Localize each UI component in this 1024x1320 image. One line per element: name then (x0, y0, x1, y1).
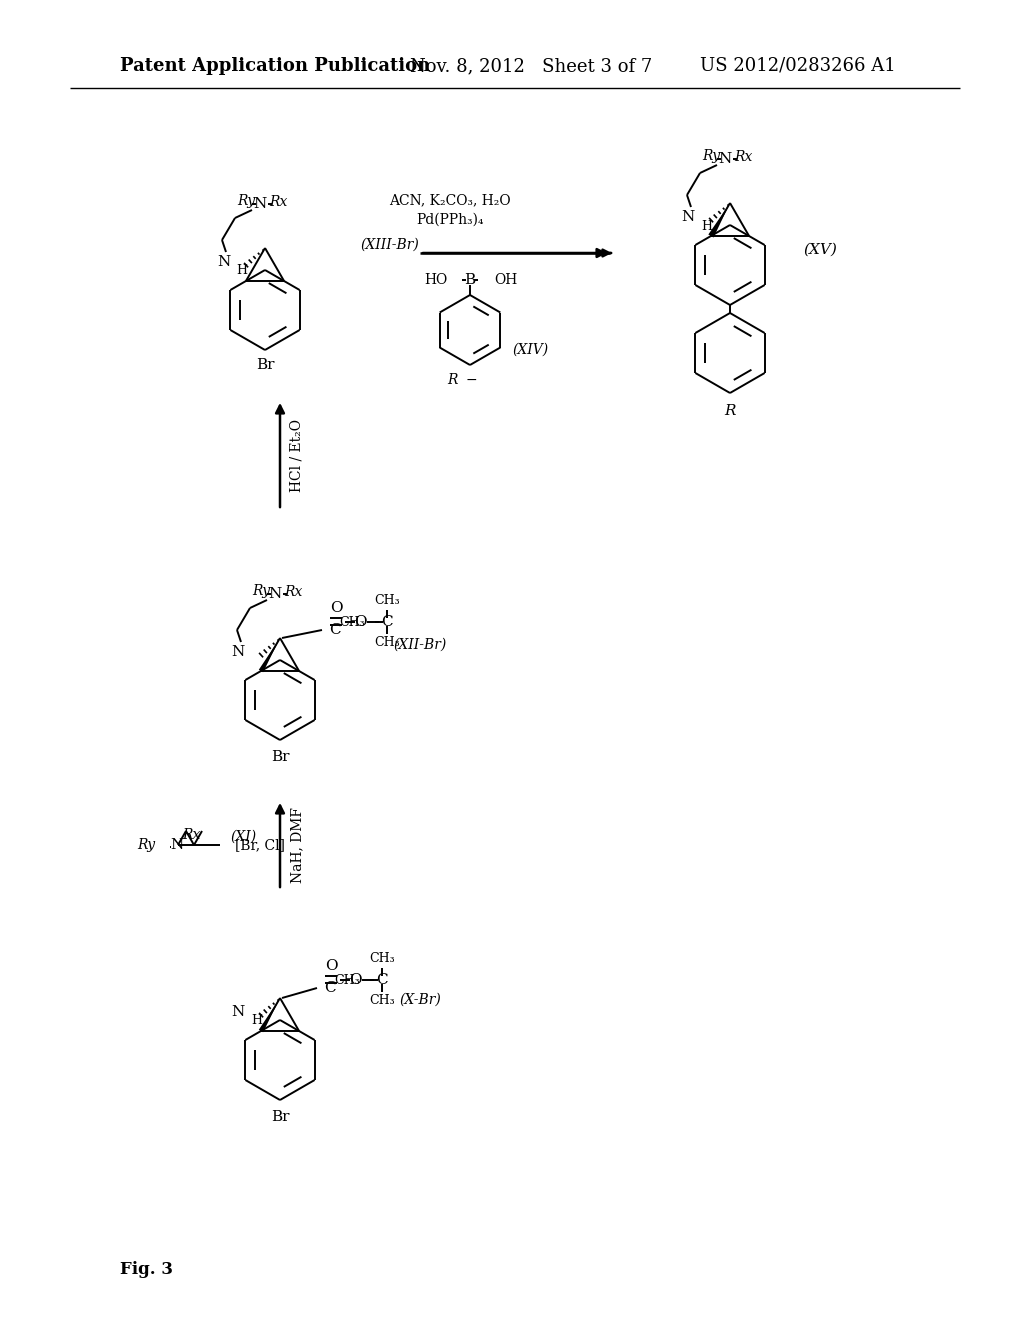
Text: Br: Br (270, 1110, 289, 1125)
Text: N: N (170, 838, 183, 851)
Text: H: H (251, 1015, 262, 1027)
Text: (XII-Br): (XII-Br) (393, 638, 446, 652)
Text: O: O (349, 973, 361, 987)
Polygon shape (259, 998, 280, 1032)
Text: H: H (701, 219, 712, 232)
Text: N: N (231, 1005, 245, 1019)
Text: N: N (253, 197, 266, 211)
Text: Ry: Ry (237, 194, 255, 209)
Text: N: N (268, 587, 282, 601)
Text: N: N (719, 152, 731, 166)
Text: C: C (329, 623, 341, 638)
Text: Pd(PPh₃)₄: Pd(PPh₃)₄ (416, 213, 483, 227)
Text: N: N (231, 645, 245, 659)
Text: (XIII-Br): (XIII-Br) (360, 238, 419, 252)
Text: HCl / Et₂O: HCl / Et₂O (290, 418, 304, 491)
Text: NaH, DMF: NaH, DMF (290, 807, 304, 883)
Text: CH₃: CH₃ (374, 635, 399, 648)
Text: Ry: Ry (701, 149, 720, 162)
Text: O: O (353, 615, 367, 630)
Text: Ry: Ry (137, 838, 155, 851)
Text: Rx: Rx (284, 585, 302, 599)
Text: H: H (236, 264, 247, 277)
Text: CH₃: CH₃ (374, 594, 399, 606)
Text: N: N (217, 255, 230, 269)
Text: HO: HO (425, 273, 449, 286)
Polygon shape (259, 638, 280, 672)
Text: [Br, Cl]: [Br, Cl] (234, 838, 285, 851)
Text: C: C (381, 615, 393, 630)
Text: (XV): (XV) (803, 243, 837, 257)
Text: −: − (466, 374, 477, 387)
Text: CH₃: CH₃ (370, 994, 395, 1006)
Text: OH: OH (494, 273, 517, 286)
Text: (XI): (XI) (230, 830, 256, 843)
Text: Patent Application Publication: Patent Application Publication (120, 57, 430, 75)
Text: B: B (465, 273, 475, 286)
Polygon shape (709, 203, 730, 238)
Text: Rx: Rx (182, 828, 201, 842)
Text: C: C (325, 981, 336, 995)
Text: Br: Br (256, 358, 274, 372)
Text: (X-Br): (X-Br) (399, 993, 441, 1007)
Text: Br: Br (270, 750, 289, 764)
Text: O: O (330, 601, 342, 615)
Text: CH₃: CH₃ (339, 615, 365, 628)
Text: CH₃: CH₃ (370, 952, 395, 965)
Text: CH₃: CH₃ (335, 974, 360, 986)
Text: Nov. 8, 2012   Sheet 3 of 7: Nov. 8, 2012 Sheet 3 of 7 (410, 57, 652, 75)
Text: (XIV): (XIV) (512, 343, 548, 356)
Text: C: C (376, 973, 388, 987)
Text: R: R (447, 374, 458, 387)
Text: Rx: Rx (269, 195, 287, 209)
Text: US 2012/0283266 A1: US 2012/0283266 A1 (700, 57, 896, 75)
Text: Ry: Ry (252, 583, 270, 598)
Text: R: R (724, 404, 736, 418)
Text: O: O (325, 960, 337, 973)
Text: N: N (682, 210, 695, 224)
Text: ACN, K₂CO₃, H₂O: ACN, K₂CO₃, H₂O (389, 193, 511, 207)
Text: Fig. 3: Fig. 3 (120, 1262, 173, 1279)
Text: Rx: Rx (734, 150, 753, 164)
